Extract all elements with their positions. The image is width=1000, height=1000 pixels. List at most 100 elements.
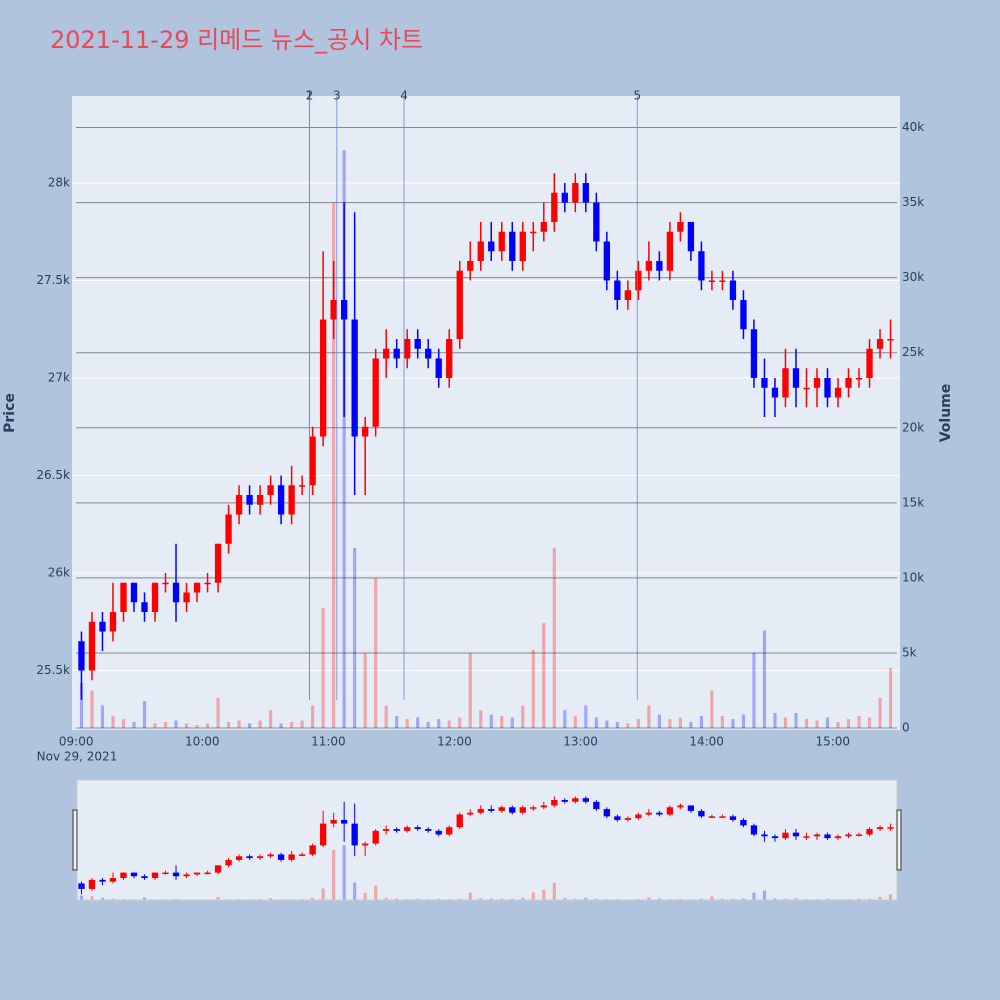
candle-body: [467, 260, 474, 271]
slider-candle-body: [256, 856, 264, 859]
candle-body: [246, 495, 253, 505]
volume-bar: [804, 719, 809, 729]
slider-volume-bar: [710, 896, 714, 900]
candle-body: [561, 192, 568, 203]
slider-candle-body: [792, 832, 800, 837]
volume-bar: [437, 719, 441, 729]
slider-candle-body: [782, 832, 789, 839]
y2-tick-label: 25k: [902, 345, 924, 359]
slider-volume-bar: [636, 898, 640, 900]
volume-bar: [668, 719, 672, 729]
slider-candle-body: [803, 836, 810, 838]
volume-bar: [825, 717, 830, 729]
volume-bar: [79, 683, 84, 729]
slider-candle-body: [267, 854, 274, 857]
x-tick-label: 13:00: [563, 735, 598, 749]
slider-volume-bar: [846, 898, 851, 900]
slider-candle-body: [88, 879, 96, 889]
volume-bar: [321, 607, 325, 729]
candle-body: [803, 387, 810, 390]
volume-bar: [290, 722, 294, 729]
candle-body: [288, 485, 295, 515]
slider-volume-bar: [174, 899, 178, 900]
slider-candle-body: [372, 830, 379, 844]
volume-bar: [163, 722, 168, 729]
candle-body: [88, 621, 96, 671]
volume-bar: [332, 202, 336, 729]
slider-volume-bar: [668, 898, 672, 900]
slider-volume-bar: [804, 898, 809, 900]
candle-body: [687, 221, 695, 252]
slider-handle[interactable]: [896, 809, 902, 871]
volume-bar: [458, 717, 462, 729]
candle-body: [698, 251, 705, 281]
candle-body: [78, 641, 85, 671]
candle-body: [414, 338, 421, 349]
volume-bar: [783, 717, 788, 729]
volume-bar: [395, 716, 399, 729]
slider-candle-body: [214, 865, 222, 873]
y2-tick-label: 0: [902, 721, 910, 735]
volume-bar: [605, 720, 609, 729]
slider-candle-body: [183, 874, 190, 877]
volume-bar: [100, 705, 105, 729]
slider-volume-bar: [321, 888, 325, 900]
slider-volume-bar: [542, 889, 546, 900]
volume-bar: [142, 701, 147, 729]
slider-handle[interactable]: [72, 809, 78, 871]
slider-volume-bar: [79, 895, 84, 900]
volume-bar: [416, 717, 420, 729]
slider-volume-bar: [762, 890, 767, 900]
slider-candle-body: [750, 825, 758, 835]
volume-bar: [237, 720, 241, 729]
volume-bar: [311, 705, 315, 729]
slider-volume-bar: [363, 892, 367, 900]
candle-body: [645, 260, 653, 271]
slider-candle-body: [141, 876, 148, 879]
slider-volume-bar: [794, 898, 798, 900]
candle-body: [362, 426, 369, 437]
x-tick-label: 10:00: [185, 735, 220, 749]
candle-body: [593, 202, 600, 242]
volume-bar: [878, 698, 882, 729]
volume-bar: [888, 667, 893, 729]
candle-body: [540, 221, 547, 232]
volume-bar: [468, 652, 472, 729]
slider-volume-bar: [552, 882, 556, 900]
slider-candle-body: [540, 805, 547, 808]
slider-volume-bar: [342, 845, 346, 900]
slider-volume-bar: [857, 898, 861, 900]
slider-candle-body: [876, 827, 884, 830]
slider-volume-bar: [90, 896, 94, 900]
slider-candle-body: [614, 816, 621, 820]
volume-bar: [573, 716, 577, 729]
news-label: 1: [306, 89, 314, 103]
volume-bar: [731, 719, 735, 729]
slider-candle-body: [351, 823, 358, 846]
slider-candle-body: [761, 834, 768, 837]
candle-body: [372, 358, 379, 427]
candle-body: [309, 436, 316, 486]
slider-candle-body: [172, 872, 180, 877]
candle-body: [488, 241, 495, 252]
volume-bar: [132, 722, 136, 729]
slider-candle-body: [813, 834, 821, 837]
volume-bar: [846, 719, 851, 729]
y-tick-label: 27k: [48, 370, 70, 384]
candle-body: [120, 582, 127, 613]
slider-volume-bar: [878, 896, 882, 900]
y2-tick-label: 20k: [902, 420, 924, 434]
slider-volume-bar: [468, 892, 472, 900]
volume-bar: [510, 717, 514, 729]
candle-body: [876, 338, 884, 349]
candle-body: [351, 319, 358, 437]
candle-body: [298, 485, 306, 487]
slider-candle-body: [193, 872, 201, 875]
x-tick-label: 15:00: [815, 735, 850, 749]
slider-candle-body: [855, 834, 863, 836]
slider-candle-body: [99, 879, 106, 882]
range-slider[interactable]: [77, 780, 897, 900]
slider-candle-body: [887, 827, 894, 829]
volume-bar: [447, 720, 451, 729]
slider-candle-body: [845, 834, 852, 837]
